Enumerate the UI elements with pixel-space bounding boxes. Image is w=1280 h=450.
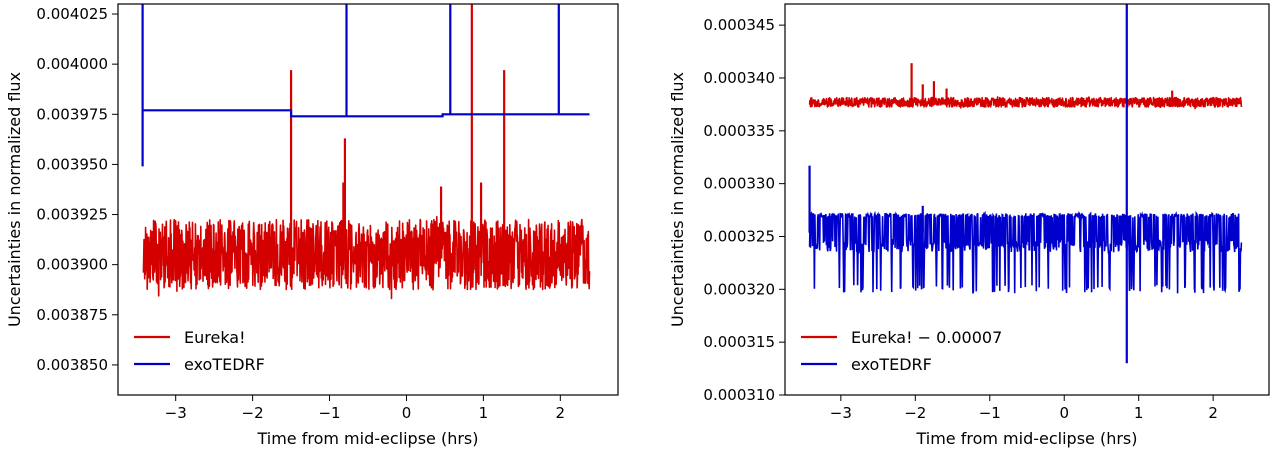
y-tick-label: 0.003950: [36, 155, 108, 173]
x-tick-label: −3: [830, 404, 852, 422]
legend-label-0: Eureka!: [184, 328, 246, 347]
x-tick-label: 2: [556, 404, 566, 422]
y-tick-label: 0.003975: [36, 105, 108, 123]
y-tick-label: 0.003875: [36, 306, 108, 324]
series-line-1: [141, 4, 590, 167]
y-tick-label: 0.000310: [703, 386, 775, 404]
right-chart: −3 −2 −1 0 1 2 0.000310 0.000315 0.000320 0.00032…: [668, 3, 1270, 448]
x-tick-label: −1: [979, 404, 1001, 422]
axes-frame: [117, 3, 619, 396]
y-tick-label: 0.000330: [703, 175, 775, 193]
series-line-0: [808, 96, 1243, 110]
x-tick-label: 2: [1208, 404, 1218, 422]
y-tick-label: 0.000340: [703, 69, 775, 87]
y-tick-label: 0.003850: [36, 356, 108, 374]
legend-label-0: Eureka! − 0.00007: [851, 328, 1002, 347]
x-axis-label: Time from mid-eclipse (hrs): [915, 429, 1137, 448]
series-line-1: [808, 210, 1243, 294]
y-tick-label: 0.004025: [36, 5, 108, 23]
axes-frame: [784, 3, 1270, 396]
plot-area: [808, 4, 1243, 364]
x-tick-label: −3: [165, 404, 187, 422]
x-tick-label: 1: [1134, 404, 1144, 422]
y-tick-label: 0.000335: [703, 122, 775, 140]
x-tick-label: 0: [1059, 404, 1069, 422]
x-axis-label: Time from mid-eclipse (hrs): [256, 429, 478, 448]
legend-label-1: exoTEDRF: [184, 355, 265, 374]
x-tick-label: −1: [318, 404, 340, 422]
x-tick-label: 1: [479, 404, 489, 422]
x-tick-label: 0: [402, 404, 412, 422]
y-axis-label: Uncertainties in normalized flux: [5, 72, 24, 327]
y-tick-label: 0.000315: [703, 333, 775, 351]
y-tick-label: 0.000320: [703, 280, 775, 298]
x-tick-label: −2: [904, 404, 926, 422]
y-tick-label: 0.004000: [36, 55, 108, 73]
plot-area: [141, 4, 591, 300]
legend-label-1: exoTEDRF: [851, 355, 932, 374]
y-tick-label: 0.000345: [703, 16, 775, 34]
y-axis-label: Uncertainties in normalized flux: [668, 72, 687, 327]
y-tick-label: 0.003900: [36, 256, 108, 274]
series-line-0: [142, 215, 591, 300]
x-tick-label: −2: [242, 404, 264, 422]
y-tick-label: 0.003925: [36, 206, 108, 224]
y-tick-label: 0.000325: [703, 227, 775, 245]
left-chart: −3 −2 −1 0 1 2 0.003850 0.003875 0.003900 0.00392…: [5, 3, 619, 448]
